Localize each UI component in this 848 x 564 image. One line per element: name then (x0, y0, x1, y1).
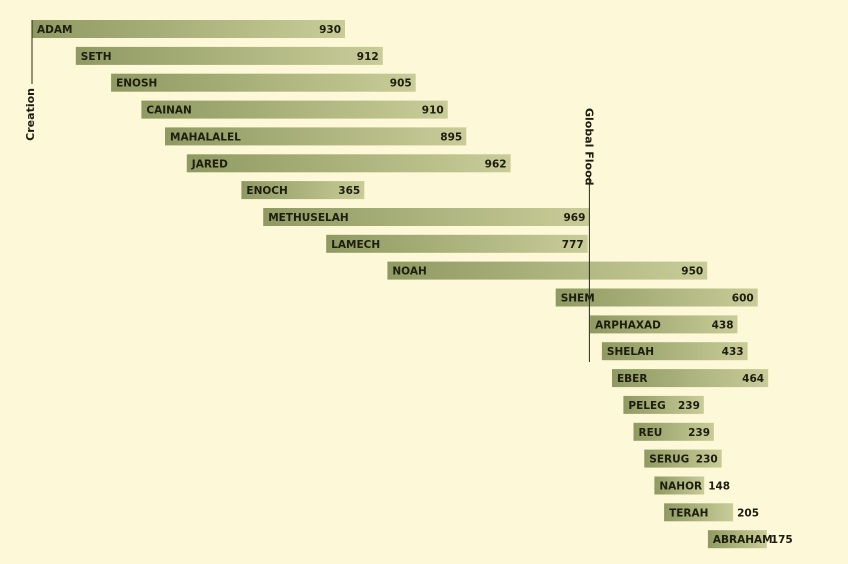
bar-enosh (111, 73, 416, 92)
bar-group-reu: REU 239 (633, 422, 714, 441)
bar-label-lamech: LAMECH (331, 239, 380, 251)
bar-group-eber: EBER 464 (612, 369, 769, 388)
bar-group-cainan: CAINAN 910 (141, 100, 448, 119)
markers-layer: Creation Global Flood (24, 20, 595, 362)
bar-label-abraham: ABRAHAM (713, 534, 773, 546)
bar-cainan (141, 100, 448, 119)
bar-value-adam: 930 (319, 24, 341, 36)
bar-label-nahor: NAHOR (659, 481, 702, 493)
bar-arphaxad (590, 315, 738, 334)
bar-adam (32, 20, 345, 38)
bar-label-terah: TERAH (669, 507, 708, 519)
bar-group-seth: SETH 912 (75, 46, 383, 65)
bar-group-methuselah: METHUSELAH 969 (263, 208, 590, 226)
bar-value-cainan: 910 (422, 105, 444, 117)
bar-label-arphaxad: ARPHAXAD (595, 319, 661, 331)
bar-jared (186, 154, 511, 173)
marker-creation: Creation (24, 20, 37, 141)
bar-value-noah: 950 (681, 266, 703, 278)
bar-group-nahor: NAHOR 148 (654, 476, 730, 495)
marker-label-creation: Creation (24, 88, 37, 141)
bar-noah (387, 261, 708, 280)
bar-value-jared: 962 (485, 158, 507, 170)
bar-value-abraham: 175 (771, 534, 793, 546)
bar-value-eber: 464 (742, 373, 764, 385)
bar-value-peleg: 239 (678, 400, 700, 412)
bar-value-enoch: 365 (338, 185, 360, 197)
bar-value-arphaxad: 438 (712, 319, 734, 331)
bar-group-serug: SERUG 230 (644, 449, 722, 468)
bar-value-terah: 205 (737, 507, 759, 519)
bar-group-terah: TERAH 205 (664, 503, 759, 522)
bar-label-noah: NOAH (392, 266, 426, 278)
bar-group-shem: SHEM 600 (555, 288, 758, 307)
bar-label-methuselah: METHUSELAH (268, 212, 348, 224)
bar-group-shelah: SHELAH 433 (601, 342, 748, 361)
bar-value-nahor: 148 (708, 481, 730, 493)
bar-group-jared: JARED 962 (186, 154, 511, 173)
bar-serug (644, 449, 722, 468)
bar-value-shem: 600 (732, 293, 754, 305)
bar-group-arphaxad: ARPHAXAD 438 (590, 315, 738, 334)
bar-label-jared: JARED (191, 158, 228, 170)
bar-eber (612, 369, 769, 388)
bar-value-enosh: 905 (390, 78, 412, 90)
bar-group-adam: ADAM 930 (32, 20, 345, 38)
bar-terah (664, 503, 734, 522)
bar-label-seth: SETH (81, 51, 112, 63)
bar-value-methuselah: 969 (563, 212, 585, 224)
bar-value-mahalalel: 895 (440, 131, 462, 143)
bar-label-serug: SERUG (649, 454, 689, 466)
bar-value-serug: 230 (696, 454, 718, 466)
bar-peleg (623, 395, 704, 414)
bar-abraham (707, 530, 767, 549)
bar-label-adam: ADAM (37, 24, 72, 36)
bar-group-mahalalel: MAHALALEL 895 (165, 127, 467, 146)
bar-shem (555, 288, 758, 307)
bar-value-seth: 912 (357, 51, 379, 63)
bar-label-cainan: CAINAN (146, 105, 191, 117)
bar-group-lamech: LAMECH 777 (326, 234, 588, 253)
bar-methuselah (263, 208, 590, 226)
bar-value-reu: 239 (688, 427, 710, 439)
bar-nahor (654, 476, 705, 495)
bar-label-reu: REU (639, 427, 663, 439)
bar-label-eber: EBER (617, 373, 647, 385)
bars-layer: ADAM 930 SETH 912 ENOSH 905 CAINAN 910 MAHALALEL… (32, 20, 793, 549)
bar-mahalalel (165, 127, 467, 146)
bar-label-enoch: ENOCH (246, 185, 287, 197)
bar-label-enosh: ENOSH (116, 78, 157, 90)
bar-reu (633, 422, 714, 441)
bar-label-mahalalel: MAHALALEL (170, 131, 241, 143)
bar-label-peleg: PELEG (628, 400, 665, 412)
bar-group-enosh: ENOSH 905 (111, 73, 416, 92)
bar-label-shelah: SHELAH (607, 346, 654, 358)
bar-value-shelah: 433 (722, 346, 744, 358)
bar-lamech (326, 234, 588, 253)
marker-global-flood: Global Flood (582, 108, 595, 362)
bar-group-noah: NOAH 950 (387, 261, 708, 280)
bar-seth (75, 46, 383, 65)
marker-label-global-flood: Global Flood (582, 108, 595, 186)
bar-label-shem: SHEM (561, 293, 595, 305)
bar-shelah (601, 342, 748, 361)
bar-enoch (241, 181, 365, 200)
bar-value-lamech: 777 (562, 239, 584, 251)
bar-group-peleg: PELEG 239 (623, 395, 704, 414)
bar-group-enoch: ENOCH 365 (241, 181, 365, 200)
